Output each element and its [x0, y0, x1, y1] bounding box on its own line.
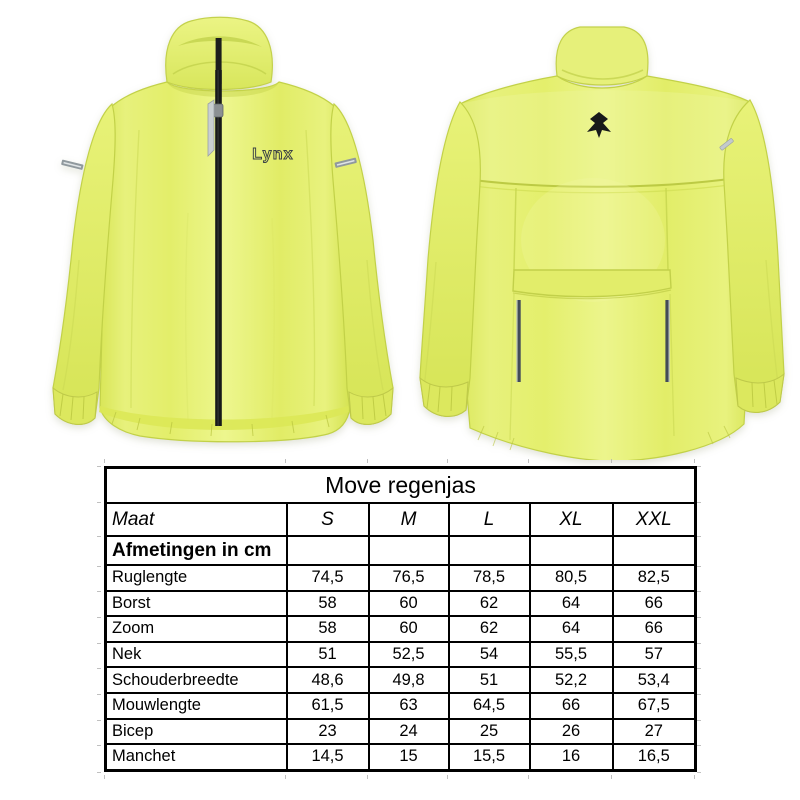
front-right-sleeve-reflector-icon — [334, 157, 357, 168]
zipper-slider — [213, 103, 224, 118]
gridline-tick — [697, 501, 701, 503]
gridline-tick — [97, 591, 101, 593]
row-label: Nek — [104, 640, 288, 669]
front-reflective-flap-strip — [207, 99, 215, 157]
back-yoke-seam — [457, 175, 751, 194]
size-s: S — [285, 502, 370, 537]
table-row: Bicep 23 24 25 26 27 — [104, 717, 697, 746]
front-fabric-creases — [130, 129, 316, 421]
gridline-tick — [697, 771, 701, 773]
front-zipper — [213, 70, 224, 426]
gridline-tick — [610, 459, 612, 463]
gridline-tick — [97, 616, 101, 618]
back-hem-gathers — [477, 425, 731, 451]
gridline-tick — [97, 535, 101, 537]
gridline-tick — [366, 459, 368, 463]
table-row: Borst 58 60 62 64 66 — [104, 589, 697, 618]
gridline-tick — [697, 694, 701, 695]
gridline-tick — [366, 775, 368, 779]
size-xxl: XXL — [611, 502, 697, 537]
front-left-sleeve-reflector-icon — [61, 159, 84, 170]
size-col-label: Maat — [104, 502, 288, 537]
front-collar — [165, 16, 273, 91]
gridline-tick — [693, 459, 695, 463]
size-l: L — [447, 502, 531, 537]
gridline-tick — [284, 775, 286, 779]
gridline-tick — [697, 616, 701, 618]
gridline-tick — [284, 459, 286, 463]
gridline-tick — [103, 459, 105, 463]
gridline-tick — [446, 775, 448, 779]
front-left-cuff — [52, 386, 98, 425]
row-label: Borst — [104, 589, 288, 618]
table-title: Move regenjas — [104, 466, 697, 504]
gridline-tick — [103, 775, 105, 779]
front-lynx-logo: Lynx — [252, 146, 294, 163]
size-table: Move regenjas Maat S M L XL XXL Afmeting… — [104, 466, 698, 772]
gridline-tick — [697, 642, 701, 644]
section-header-row: Afmetingen in cm — [104, 535, 697, 566]
gridline-tick — [97, 719, 101, 721]
gridline-tick — [697, 719, 701, 721]
gridline-tick — [697, 565, 701, 567]
gridline-tick — [697, 668, 701, 670]
gridline-tick — [97, 501, 101, 503]
size-xl: XL — [528, 502, 614, 537]
row-label: Zoom — [104, 615, 288, 643]
back-sleeve-creases — [423, 259, 779, 389]
gridline-tick — [97, 771, 101, 773]
gridline-tick — [446, 459, 448, 463]
back-right-cuff — [735, 372, 785, 413]
table-row: Manchet 14,5 15 15,5 16 16,5 — [104, 743, 697, 772]
front-hem — [99, 406, 349, 437]
gridline-tick — [527, 459, 529, 463]
gridline-tick — [97, 668, 101, 670]
jacket-back-photo — [419, 26, 785, 460]
jacket-front-photo: Lynx — [52, 16, 394, 443]
back-collar — [555, 26, 649, 86]
back-pocket-flap — [512, 269, 672, 300]
gridline-tick — [693, 775, 695, 779]
back-right-sleeve-reflector-icon — [719, 138, 734, 151]
row-label: Schouderbreedte — [104, 666, 288, 694]
back-lynx-emblem-icon — [587, 112, 611, 138]
gridline-tick — [610, 775, 612, 779]
row-label: Bicep — [104, 717, 288, 746]
back-left-reflective-strip-icon — [516, 300, 521, 382]
gridline-tick — [697, 535, 701, 537]
gridline-tick — [97, 465, 101, 467]
back-left-cuff — [419, 376, 469, 417]
back-panel-seams — [509, 187, 675, 441]
gridline-tick — [697, 591, 701, 593]
gridline-tick — [697, 465, 701, 467]
size-m: M — [367, 502, 450, 537]
gridline-tick — [97, 565, 101, 567]
table-row: Schouderbreedte 48,6 49,8 51 52,2 53,4 — [104, 666, 697, 694]
row-label: Ruglengte — [104, 564, 288, 592]
size-header-row: Maat S M L XL XXL — [104, 502, 697, 537]
gridline-tick — [697, 745, 701, 747]
table-row: Nek 51 52,5 54 55,5 57 — [104, 640, 697, 669]
table-row: Ruglengte 74,5 76,5 78,5 80,5 82,5 — [104, 564, 697, 592]
table-title-row: Move regenjas — [104, 466, 697, 504]
gridline-tick — [97, 745, 101, 747]
gridline-tick — [527, 775, 529, 779]
row-label: Manchet — [104, 743, 288, 772]
row-label: Mouwlengte — [104, 691, 288, 720]
section-header: Afmetingen in cm — [104, 535, 288, 566]
front-collar-zipper-slit — [215, 38, 222, 84]
front-right-cuff — [348, 386, 394, 425]
back-right-reflective-strip-icon — [665, 300, 670, 382]
table-row: Zoom 58 60 62 64 66 — [104, 615, 697, 643]
table-row: Mouwlengte 61,5 63 64,5 66 67,5 — [104, 691, 697, 720]
gridline-tick — [97, 694, 101, 695]
gridline-tick — [97, 642, 101, 644]
